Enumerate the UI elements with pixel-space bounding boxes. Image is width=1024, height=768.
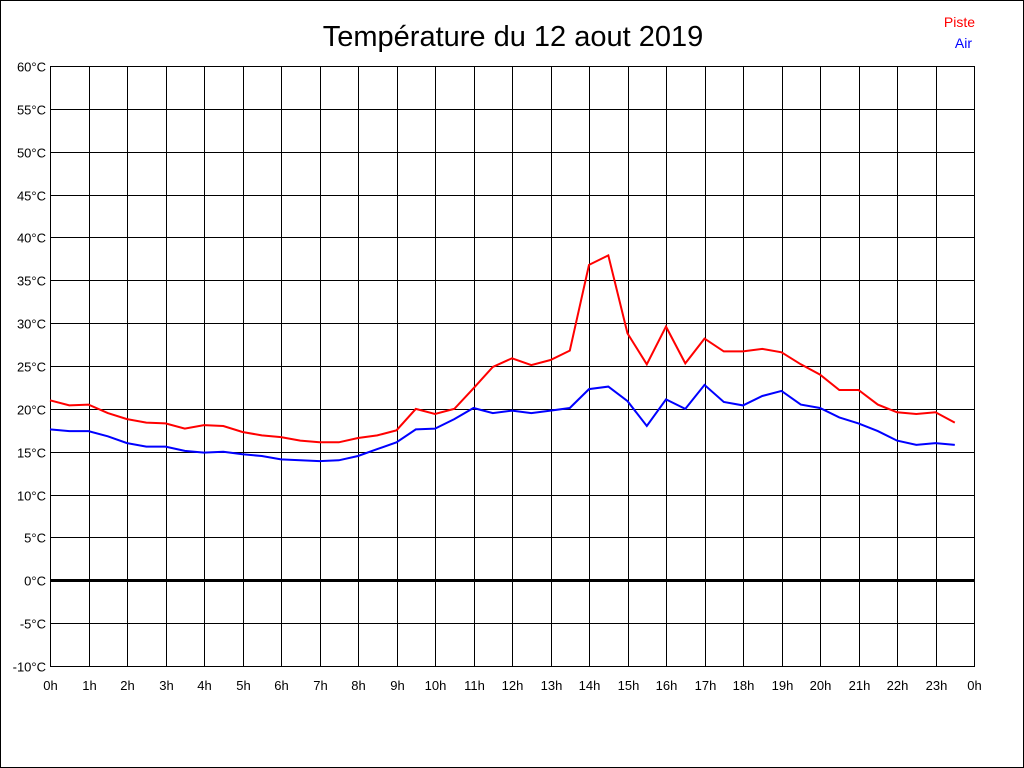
y-tick-label: 40°C bbox=[17, 231, 46, 246]
y-tick-label: 50°C bbox=[17, 146, 46, 161]
x-tick-label: 19h bbox=[772, 678, 794, 693]
series-air bbox=[49, 383, 955, 463]
x-tick-label: 4h bbox=[197, 678, 211, 693]
series-piste bbox=[49, 253, 956, 444]
y-tick-label: 35°C bbox=[17, 274, 46, 289]
x-tick-label: 2h bbox=[120, 678, 134, 693]
series-line-air bbox=[49, 383, 955, 463]
y-tick-label: 55°C bbox=[17, 103, 46, 118]
y-tick-label: 25°C bbox=[17, 360, 46, 375]
x-tick-label: 3h bbox=[159, 678, 173, 693]
y-tick-label: 5°C bbox=[24, 531, 46, 546]
x-tick-label: 18h bbox=[733, 678, 755, 693]
legend-air: Air bbox=[955, 35, 972, 51]
x-tick-label: 9h bbox=[390, 678, 404, 693]
x-tick-label: 22h bbox=[887, 678, 909, 693]
x-tick-label: 15h bbox=[618, 678, 640, 693]
x-tick-label: 16h bbox=[656, 678, 678, 693]
series-line-piste bbox=[49, 253, 956, 444]
x-tick-label: 14h bbox=[579, 678, 601, 693]
x-tick-label: 6h bbox=[274, 678, 288, 693]
y-tick-label: 30°C bbox=[17, 317, 46, 332]
x-tick-label: 8h bbox=[351, 678, 365, 693]
x-tick-label: 20h bbox=[810, 678, 832, 693]
x-tick-label: 1h bbox=[82, 678, 96, 693]
legend-piste: Piste bbox=[944, 14, 975, 30]
y-tick-label: 10°C bbox=[17, 489, 46, 504]
y-tick-label: 60°C bbox=[17, 60, 46, 75]
x-tick-label: 23h bbox=[926, 678, 948, 693]
x-tick-label: 11h bbox=[464, 678, 485, 693]
x-tick-label: 0h bbox=[967, 678, 981, 693]
x-tick-label: 10h bbox=[425, 678, 447, 693]
chart-title: Température du 12 aout 2019 bbox=[323, 21, 704, 53]
y-tick-label: 45°C bbox=[17, 189, 46, 204]
y-tick-label: 0°C bbox=[24, 574, 46, 589]
y-tick-label: -5°C bbox=[20, 617, 46, 632]
x-tick-label: 5h bbox=[236, 678, 250, 693]
x-tick-label: 12h bbox=[502, 678, 524, 693]
y-tick-label: -10°C bbox=[13, 660, 46, 675]
y-tick-label: 20°C bbox=[17, 403, 46, 418]
x-tick-label: 17h bbox=[695, 678, 717, 693]
x-tick-label: 0h bbox=[43, 678, 57, 693]
y-tick-label: 15°C bbox=[17, 446, 46, 461]
x-tick-label: 7h bbox=[313, 678, 327, 693]
x-tick-label: 13h bbox=[541, 678, 563, 693]
x-tick-label: 21h bbox=[849, 678, 871, 693]
